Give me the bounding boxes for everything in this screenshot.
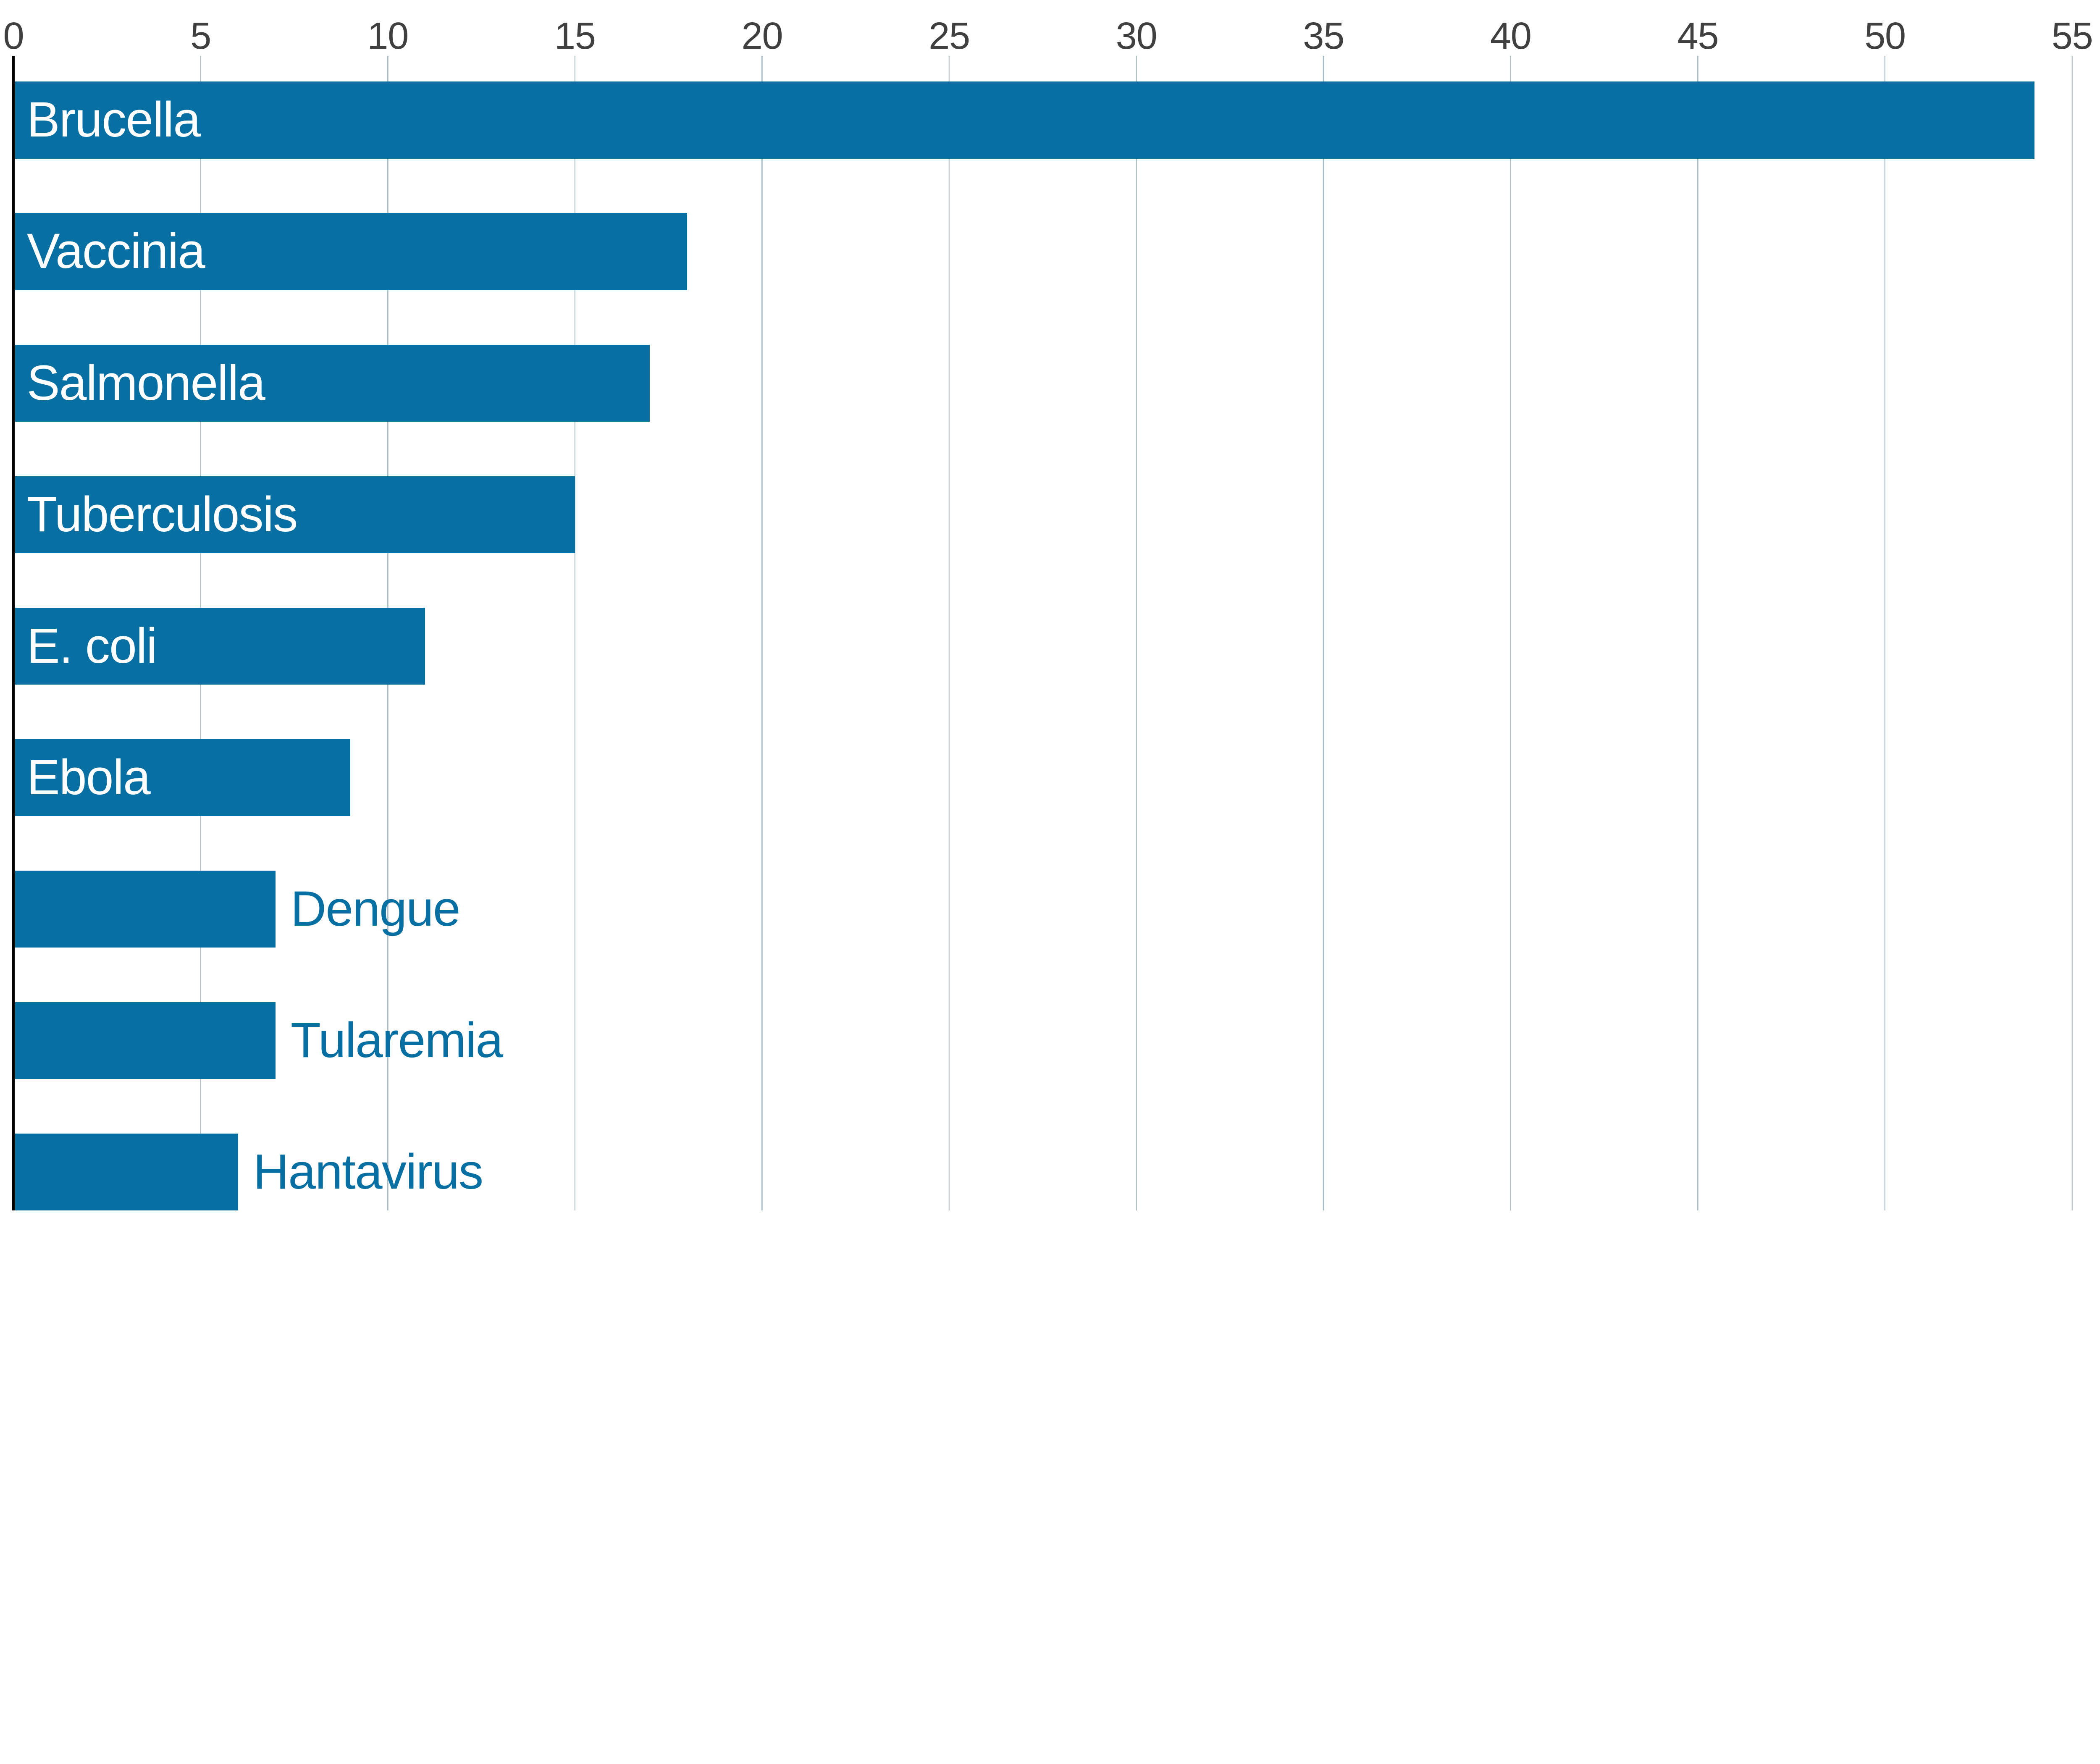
bar-label-salmonella: Salmonella	[26, 355, 265, 411]
bar-row-tuberculosis: Tuberculosis	[15, 476, 2100, 553]
bar-ebola	[15, 739, 351, 816]
bar-row-e-coli: E. coli	[15, 607, 2100, 685]
bar-brucella	[15, 81, 2035, 159]
bar-e-coli	[15, 607, 425, 685]
gridline-50	[1884, 56, 1886, 1211]
x-tick-label-50: 50	[1864, 15, 1906, 57]
x-tick-label-25: 25	[929, 15, 970, 57]
bar-row-hantavirus: Hantavirus	[15, 1133, 2100, 1211]
gridline-15	[574, 56, 575, 1211]
gridline-35	[1323, 56, 1324, 1211]
bar-label-dengue: Dengue	[290, 881, 461, 937]
x-tick-label-55: 55	[2051, 15, 2093, 57]
gridline-30	[1136, 56, 1137, 1211]
bar-label-ebola: Ebola	[26, 749, 151, 805]
x-axis: 0 5 10 15 20 25 30 35 40 45 50 55	[0, 0, 2100, 57]
bar-tuberculosis	[15, 476, 575, 553]
bar-salmonella	[15, 344, 650, 422]
x-tick-label-20: 20	[741, 15, 783, 57]
bar-label-hantavirus: Hantavirus	[253, 1144, 483, 1200]
gridline-45	[1697, 56, 1698, 1211]
bar-row-vaccinia: Vaccinia	[15, 213, 2100, 290]
bar-tularemia	[15, 1002, 276, 1079]
x-tick-label-40: 40	[1490, 15, 1532, 57]
bar-label-brucella: Brucella	[26, 92, 201, 148]
bar-row-brucella: Brucella	[15, 81, 2100, 159]
x-tick-label-0: 0	[3, 15, 24, 57]
gridline-40	[1510, 56, 1511, 1211]
bar-row-ebola: Ebola	[15, 739, 2100, 816]
gridline-55	[2071, 56, 2073, 1211]
bar-row-salmonella: Salmonella	[15, 344, 2100, 422]
bar-hantavirus	[15, 1133, 238, 1211]
plot-area: Brucella Vaccinia Salmonella Tuberculosis E.…	[0, 56, 2100, 1211]
x-tick-label-45: 45	[1677, 15, 1719, 57]
bar-dengue	[15, 870, 276, 948]
gridline-25	[948, 56, 950, 1211]
axis-zero-line	[12, 56, 15, 1211]
bar-label-vaccinia: Vaccinia	[26, 223, 205, 279]
bar-row-dengue: Dengue	[15, 870, 2100, 948]
x-tick-label-10: 10	[367, 15, 409, 57]
bar-label-tuberculosis: Tuberculosis	[26, 486, 298, 542]
horizontal-bar-chart: 0 5 10 15 20 25 30 35 40 45 50 55 Brucella Vaccinia S…	[0, 0, 2100, 1211]
x-tick-label-5: 5	[190, 15, 211, 57]
bar-label-e-coli: E. coli	[26, 618, 158, 674]
bar-row-tularemia: Tularemia	[15, 1002, 2100, 1079]
bar-label-tularemia: Tularemia	[290, 1012, 503, 1068]
gridline-20	[761, 56, 763, 1211]
x-tick-label-30: 30	[1116, 15, 1158, 57]
x-tick-label-35: 35	[1303, 15, 1344, 57]
bar-vaccinia	[15, 213, 688, 290]
x-tick-label-15: 15	[554, 15, 596, 57]
